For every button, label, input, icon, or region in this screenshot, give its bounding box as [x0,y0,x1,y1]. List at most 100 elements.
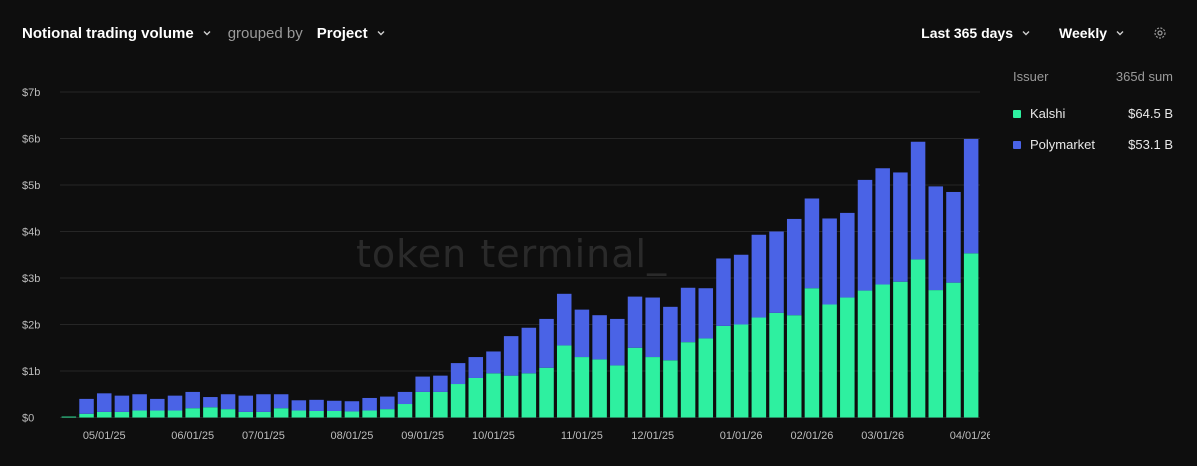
kalshi-bar[interactable] [203,407,218,418]
polymarket-bar[interactable] [397,391,413,405]
polymarket-bar[interactable] [733,254,749,325]
polymarket-bar[interactable] [150,398,165,411]
kalshi-bar[interactable] [220,409,236,418]
kalshi-bar[interactable] [645,357,660,418]
kalshi-bar[interactable] [380,409,395,418]
polymarket-bar[interactable] [698,288,714,339]
kalshi-bar[interactable] [733,324,749,418]
polymarket-bar[interactable] [928,186,944,291]
kalshi-bar[interactable] [627,347,643,418]
polymarket-bar[interactable] [910,141,926,260]
kalshi-bar[interactable] [273,408,289,418]
polymarket-bar[interactable] [822,218,837,305]
kalshi-bar[interactable] [362,410,377,418]
kalshi-bar[interactable] [150,410,165,418]
kalshi-bar[interactable] [539,367,554,418]
interval-dropdown[interactable]: Weekly [1059,25,1125,41]
polymarket-bar[interactable] [167,395,183,411]
polymarket-bar[interactable] [256,394,271,412]
kalshi-bar[interactable] [804,288,820,418]
kalshi-bar[interactable] [751,317,767,418]
polymarket-bar[interactable] [238,395,254,412]
kalshi-bar[interactable] [893,281,908,418]
polymarket-bar[interactable] [433,375,448,392]
polymarket-bar[interactable] [857,179,873,291]
kalshi-bar[interactable] [963,253,979,418]
kalshi-bar[interactable] [769,312,784,418]
kalshi-bar[interactable] [238,411,254,418]
polymarket-bar[interactable] [574,309,590,358]
polymarket-bar[interactable] [963,138,979,254]
kalshi-bar[interactable] [96,411,112,418]
polymarket-bar[interactable] [220,394,236,410]
kalshi-bar[interactable] [344,411,360,418]
kalshi-bar[interactable] [556,345,572,418]
kalshi-bar[interactable] [309,410,324,418]
polymarket-bar[interactable] [503,336,519,376]
polymarket-bar[interactable] [273,394,289,409]
polymarket-bar[interactable] [468,357,484,378]
legend-item-polymarket[interactable]: Polymarket $53.1 B [1013,137,1173,152]
polymarket-bar[interactable] [840,212,855,298]
polymarket-bar[interactable] [893,172,908,282]
legend-item-kalshi[interactable]: Kalshi $64.5 B [1013,106,1173,121]
kalshi-bar[interactable] [521,373,537,418]
polymarket-bar[interactable] [946,191,961,283]
polymarket-bar[interactable] [486,351,501,374]
polymarket-bar[interactable] [132,394,147,411]
polymarket-bar[interactable] [521,327,537,374]
gear-icon[interactable] [1153,26,1167,40]
kalshi-bar[interactable] [167,410,183,418]
kalshi-bar[interactable] [928,290,944,418]
kalshi-bar[interactable] [415,391,430,418]
kalshi-bar[interactable] [946,282,961,418]
polymarket-bar[interactable] [291,400,307,411]
kalshi-bar[interactable] [875,284,890,418]
polymarket-bar[interactable] [450,363,466,385]
polymarket-bar[interactable] [592,315,607,360]
kalshi-bar[interactable] [698,338,714,418]
polymarket-bar[interactable] [309,399,324,411]
polymarket-bar[interactable] [804,198,820,289]
kalshi-bar[interactable] [397,404,413,418]
kalshi-bar[interactable] [786,315,802,418]
polymarket-bar[interactable] [380,396,395,410]
polymarket-bar[interactable] [203,397,218,408]
polymarket-bar[interactable] [415,376,430,392]
polymarket-bar[interactable] [680,287,696,343]
kalshi-bar[interactable] [503,375,519,418]
polymarket-bar[interactable] [79,398,94,414]
kalshi-bar[interactable] [680,342,696,418]
polymarket-bar[interactable] [114,395,130,412]
range-dropdown[interactable]: Last 365 days [921,25,1031,41]
kalshi-bar[interactable] [840,297,855,418]
kalshi-bar[interactable] [910,259,926,418]
polymarket-bar[interactable] [610,318,625,366]
kalshi-bar[interactable] [486,373,501,418]
polymarket-bar[interactable] [185,391,200,409]
polymarket-bar[interactable] [556,293,572,346]
kalshi-bar[interactable] [592,359,607,418]
kalshi-bar[interactable] [61,416,77,418]
kalshi-bar[interactable] [574,357,590,418]
polymarket-bar[interactable] [326,400,342,411]
kalshi-bar[interactable] [716,325,731,418]
polymarket-bar[interactable] [716,258,731,326]
polymarket-bar[interactable] [362,397,377,411]
kalshi-bar[interactable] [822,304,837,418]
polymarket-bar[interactable] [645,297,660,358]
kalshi-bar[interactable] [132,410,147,418]
kalshi-bar[interactable] [857,290,873,418]
polymarket-bar[interactable] [786,218,802,316]
polymarket-bar[interactable] [663,306,678,361]
polymarket-bar[interactable] [344,401,360,412]
kalshi-bar[interactable] [433,391,448,418]
group-dropdown[interactable]: Project [317,25,386,42]
kalshi-bar[interactable] [185,408,200,418]
polymarket-bar[interactable] [627,296,643,348]
kalshi-bar[interactable] [114,411,130,418]
kalshi-bar[interactable] [610,365,625,418]
kalshi-bar[interactable] [468,377,484,418]
kalshi-bar[interactable] [291,410,307,418]
polymarket-bar[interactable] [96,393,112,412]
